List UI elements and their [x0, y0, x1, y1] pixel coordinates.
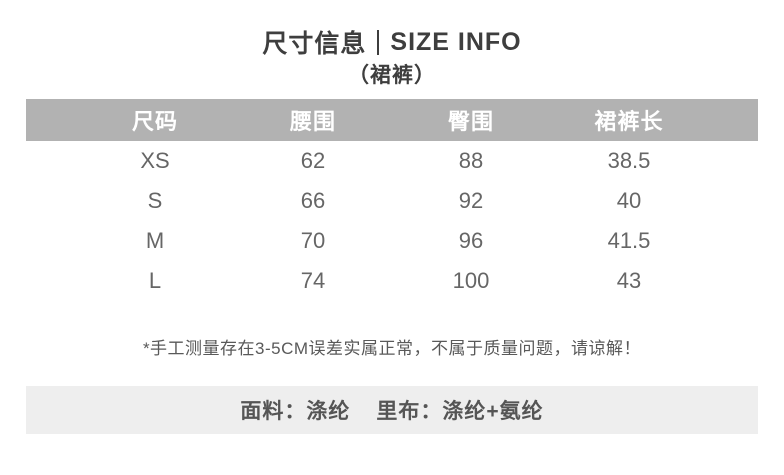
- cell-length: 43: [616, 268, 642, 293]
- cell-hip: 88: [458, 148, 484, 173]
- page-subtitle: （裙裤）: [348, 64, 436, 87]
- page-title-en: SIZE INFO: [390, 27, 522, 56]
- cell-hip: 96: [458, 228, 484, 253]
- fabric-lining-label: 里布：涤纶+氨纶: [376, 400, 544, 423]
- cell-size: L: [148, 268, 162, 293]
- cell-hip: 100: [452, 268, 490, 293]
- page-title-cn: 尺寸信息: [262, 30, 367, 58]
- table-row: S 66 92 40: [26, 181, 758, 221]
- fabric-shell-label: 面料：涤纶: [240, 400, 351, 423]
- cell-size: XS: [140, 148, 170, 173]
- column-header-size: 尺码: [131, 109, 178, 134]
- page-title: 尺寸信息 SIZE INFO: [0, 26, 784, 59]
- fabric-strip: 面料：涤纶 里布：涤纶+氨纶: [26, 386, 758, 434]
- cell-waist: 70: [300, 228, 326, 253]
- column-header-waist: 腰围: [289, 109, 336, 134]
- table-row: L 74 100 43: [26, 261, 758, 301]
- column-header-length: 裙裤长: [594, 109, 664, 134]
- cell-length: 41.5: [607, 228, 651, 253]
- title-divider: [377, 29, 380, 55]
- cell-size: M: [145, 228, 165, 253]
- cell-length: 38.5: [607, 148, 651, 173]
- table-row: M 70 96 41.5: [26, 221, 758, 261]
- cell-waist: 62: [300, 148, 326, 173]
- size-table: 尺码 腰围 臀围 裙裤长 XS 62 88 38.5 S 66 92 40 M …: [26, 99, 758, 301]
- cell-length: 40: [616, 188, 642, 213]
- measurement-note: *手工测量存在3-5CM误差实属正常，不属于质量问题，请谅解！: [142, 339, 642, 358]
- table-header-row: 尺码 腰围 臀围 裙裤长: [26, 99, 758, 141]
- table-row: XS 62 88 38.5: [26, 141, 758, 181]
- cell-hip: 92: [458, 188, 484, 213]
- cell-waist: 74: [300, 268, 326, 293]
- column-header-hip: 臀围: [447, 109, 494, 134]
- cell-waist: 66: [300, 188, 326, 213]
- cell-size: S: [147, 188, 163, 213]
